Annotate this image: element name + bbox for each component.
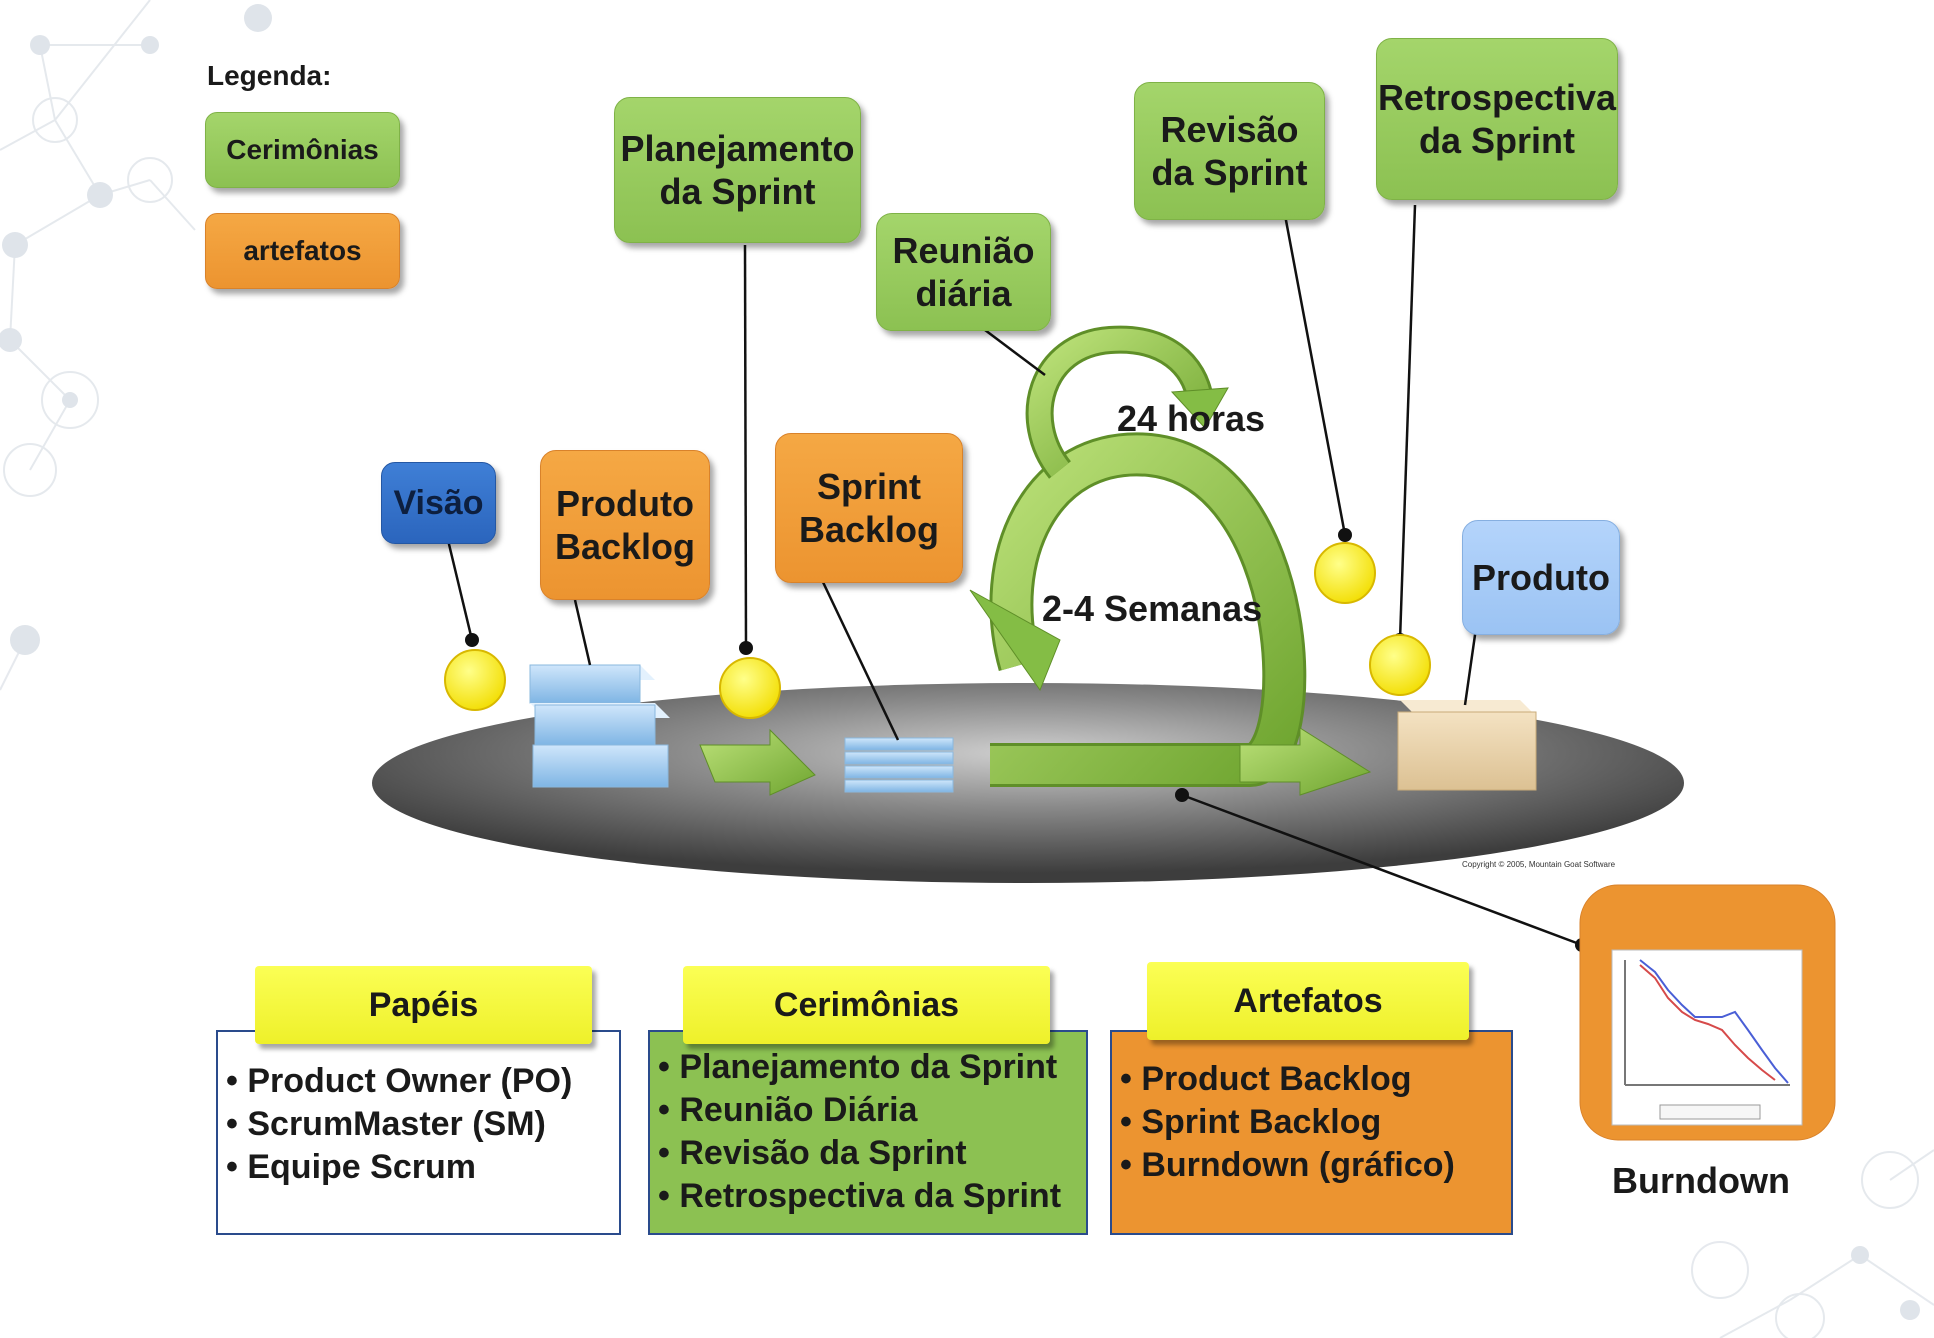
cerimonias-item: Reunião Diária xyxy=(658,1089,1086,1132)
header-papeis: Papéis xyxy=(255,966,592,1044)
panel-cerimonias: Planejamento da Sprint Reunião Diária Re… xyxy=(648,1030,1088,1235)
papeis-item: Product Owner (PO) xyxy=(226,1060,619,1103)
ceremony-markers xyxy=(444,542,1431,719)
marker-visao xyxy=(444,649,506,711)
node-reuniao-diaria: Reunião diária xyxy=(876,213,1051,331)
cerimonias-list: Planejamento da Sprint Reunião Diária Re… xyxy=(658,1046,1086,1218)
network-nodes xyxy=(0,4,1920,1320)
node-retrospectiva-sprint: Retrospectiva da Sprint xyxy=(1376,38,1618,200)
artefatos-item: Sprint Backlog xyxy=(1120,1101,1511,1144)
header-artefatos: Artefatos xyxy=(1147,962,1469,1040)
marker-planejamento xyxy=(719,657,781,719)
burndown-caption: Burndown xyxy=(1612,1160,1790,1201)
panel-artefatos: Product Backlog Sprint Backlog Burndown … xyxy=(1110,1030,1513,1235)
burndown-legend xyxy=(1659,1104,1761,1120)
artefatos-item: Product Backlog xyxy=(1120,1058,1511,1101)
legend-ceremonies: Cerimônias xyxy=(205,112,400,188)
header-cerimonias: Cerimônias xyxy=(683,966,1050,1044)
papeis-list: Product Owner (PO) ScrumMaster (SM) Equi… xyxy=(226,1060,619,1189)
connectors xyxy=(446,204,1583,947)
node-sprint-backlog: Sprint Backlog xyxy=(775,433,963,583)
flow-arrow-small xyxy=(699,728,816,796)
sprint-loop-arrowhead xyxy=(969,589,1061,692)
node-produto: Produto xyxy=(1462,520,1620,635)
cerimonias-item: Retrospectiva da Sprint xyxy=(658,1175,1086,1218)
burndown-chart-lines xyxy=(1624,959,1790,1086)
daily-loop-arrow xyxy=(1025,325,1214,479)
node-produto-backlog: Produto Backlog xyxy=(540,450,710,600)
daily-loop-arrowhead xyxy=(1170,387,1229,429)
marker-revisao xyxy=(1314,542,1376,604)
papeis-item: ScrumMaster (SM) xyxy=(226,1103,619,1146)
sprint-loop-arrow xyxy=(989,432,1307,787)
papeis-item: Equipe Scrum xyxy=(226,1146,619,1189)
node-revisao-sprint: Revisão da Sprint xyxy=(1134,82,1325,220)
marker-retrospectiva xyxy=(1369,634,1431,696)
legend-artifacts: artefatos xyxy=(205,213,400,289)
artefatos-item: Burndown (gráfico) xyxy=(1120,1144,1511,1187)
product-box-icon xyxy=(1397,700,1537,791)
node-planejamento-sprint: Planejamento da Sprint xyxy=(614,97,861,243)
burndown-chart-area xyxy=(1611,949,1803,1126)
label-2-4-semanas: 2-4 Semanas xyxy=(1042,588,1263,629)
panel-papeis: Product Owner (PO) ScrumMaster (SM) Equi… xyxy=(216,1030,621,1235)
product-backlog-stack xyxy=(529,664,670,788)
legend-title: Legenda: xyxy=(207,60,332,91)
sprint-backlog-stack xyxy=(844,737,954,793)
cerimonias-item: Planejamento da Sprint xyxy=(658,1046,1086,1089)
sprint-output-arrow xyxy=(1239,727,1372,796)
cerimonias-item: Revisão da Sprint xyxy=(658,1132,1086,1175)
copyright-note: Copyright © 2005, Mountain Goat Software xyxy=(1462,860,1616,869)
label-24-horas: 24 horas xyxy=(1117,398,1266,439)
artefatos-list: Product Backlog Sprint Backlog Burndown … xyxy=(1120,1058,1511,1187)
node-visao: Visão xyxy=(381,462,496,544)
